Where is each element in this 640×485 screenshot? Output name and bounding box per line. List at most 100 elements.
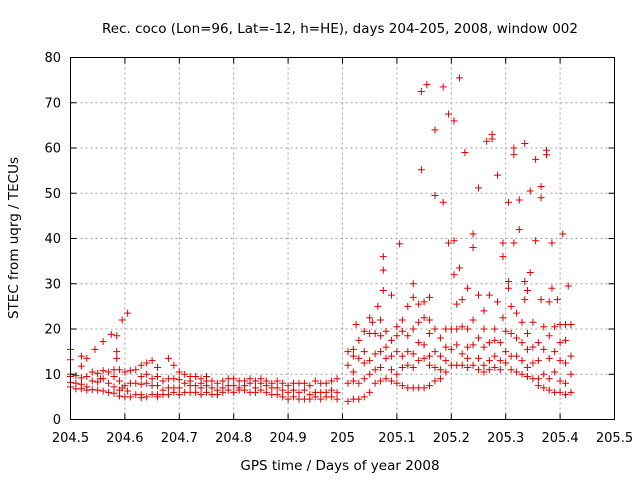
data-point	[523, 363, 531, 371]
data-point	[344, 379, 352, 387]
axis-ticks	[70, 57, 615, 420]
data-point	[91, 345, 99, 353]
data-point	[559, 230, 567, 238]
data-point	[491, 352, 499, 360]
data-point	[398, 363, 406, 371]
data-point	[77, 374, 85, 382]
data-point	[518, 318, 526, 326]
data-point	[170, 388, 178, 396]
data-point	[377, 348, 385, 356]
data-point	[513, 309, 521, 317]
data-point	[126, 367, 134, 375]
data-point	[453, 300, 461, 308]
data-point	[371, 379, 379, 387]
data-point	[192, 382, 200, 390]
data-point	[387, 291, 395, 299]
data-point	[393, 323, 401, 331]
data-point	[469, 361, 477, 369]
data-point	[439, 83, 447, 91]
data-point	[154, 393, 162, 401]
data-point	[420, 354, 428, 362]
data-point	[567, 352, 575, 360]
data-point	[491, 363, 499, 371]
data-point	[510, 144, 518, 152]
data-point	[159, 377, 167, 385]
data-point	[99, 367, 107, 375]
data-point	[328, 386, 336, 394]
y-tick-label: 20	[44, 323, 61, 338]
data-point	[480, 361, 488, 369]
data-point	[442, 357, 450, 365]
data-point	[374, 302, 382, 310]
data-point	[333, 395, 341, 403]
data-point	[279, 379, 287, 387]
data-point	[420, 341, 428, 349]
data-point	[181, 370, 189, 378]
data-point	[333, 388, 341, 396]
data-point	[393, 379, 401, 387]
data-point	[537, 296, 545, 304]
data-point	[453, 341, 461, 349]
data-point	[121, 382, 129, 390]
x-tick-label: 205.5	[596, 431, 633, 446]
data-point	[143, 359, 151, 367]
data-point	[273, 384, 281, 392]
data-point	[556, 388, 564, 396]
data-point	[534, 357, 542, 365]
data-point	[409, 363, 417, 371]
data-point	[99, 375, 107, 383]
data-point	[417, 166, 425, 174]
data-point	[450, 271, 458, 279]
data-point	[300, 379, 308, 387]
data-point	[426, 316, 434, 324]
data-point	[262, 382, 270, 390]
data-point	[545, 298, 553, 306]
data-point	[439, 198, 447, 206]
data-point	[518, 339, 526, 347]
x-tick-label: 205.1	[378, 431, 415, 446]
data-point	[124, 309, 132, 317]
data-point	[148, 357, 156, 365]
data-point	[464, 354, 472, 362]
data-point	[567, 370, 575, 378]
data-point	[377, 363, 385, 371]
data-point	[502, 359, 510, 367]
data-point	[461, 149, 469, 157]
data-point	[72, 372, 80, 380]
data-point	[164, 354, 172, 362]
data-point	[415, 318, 423, 326]
data-point	[529, 318, 537, 326]
data-point	[137, 380, 145, 388]
data-point	[556, 377, 564, 385]
y-axis-title: STEC from uqrg / TECUs	[6, 157, 22, 319]
data-point	[192, 373, 200, 381]
data-point	[526, 187, 534, 195]
data-point	[349, 368, 357, 376]
data-point	[197, 391, 205, 399]
data-point	[175, 376, 183, 384]
data-point	[532, 155, 540, 163]
data-point	[105, 388, 113, 396]
data-point	[284, 395, 292, 403]
data-point	[137, 394, 145, 402]
data-point	[355, 379, 363, 387]
data-point	[306, 382, 314, 390]
data-point	[113, 354, 121, 362]
data-point	[447, 345, 455, 353]
data-point	[504, 277, 512, 285]
data-point	[99, 387, 107, 395]
data-point	[251, 377, 259, 385]
data-point	[436, 366, 444, 374]
data-point	[113, 332, 121, 340]
y-axis-tick-labels: 0 10 20 30 40 50 60 70 80	[44, 51, 61, 428]
data-point	[328, 393, 336, 401]
data-point	[349, 377, 357, 385]
data-point	[496, 357, 504, 365]
data-point	[143, 370, 151, 378]
y-tick-label: 30	[44, 277, 61, 292]
data-point	[507, 366, 515, 374]
data-point	[262, 388, 270, 396]
data-point	[132, 379, 140, 387]
data-points	[67, 74, 575, 405]
